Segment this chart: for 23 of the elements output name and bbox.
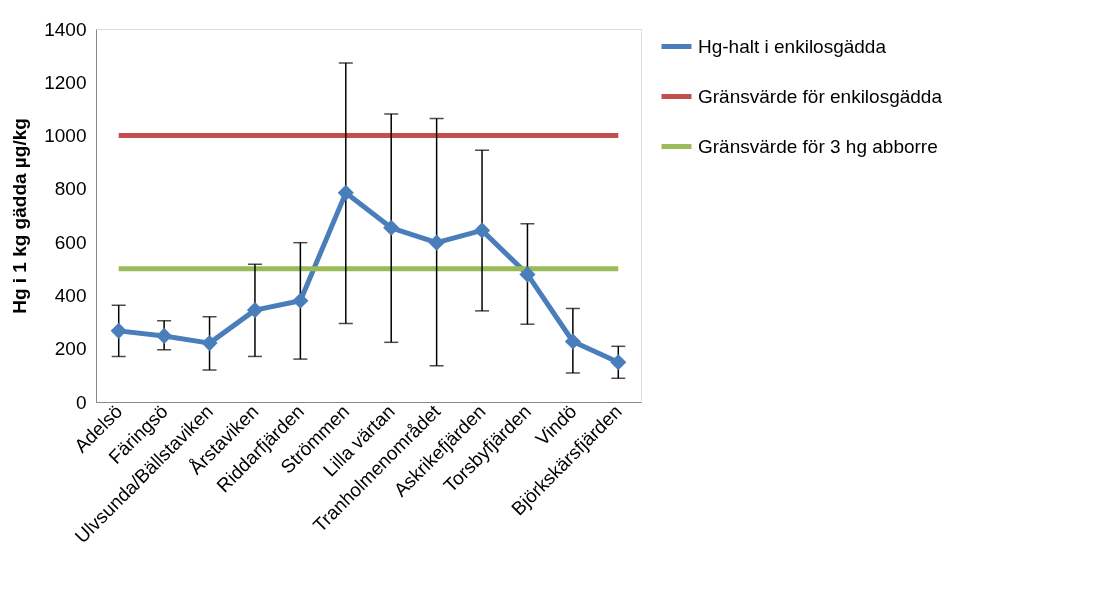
- point: [519, 266, 536, 283]
- legend-label: Gränsvärde för enkilosgädda: [698, 85, 943, 107]
- point: [156, 327, 173, 344]
- legend-label: Gränsvärde för 3 hg abborre: [698, 135, 938, 157]
- point: [564, 333, 581, 350]
- y-tick-label: 200: [54, 338, 87, 360]
- point: [246, 302, 264, 319]
- legend-label: Hg-halt i enkilosgädda: [698, 35, 887, 57]
- point: [473, 222, 491, 239]
- y-tick-label: 800: [54, 178, 87, 200]
- y-tick-label: 1200: [44, 71, 87, 93]
- point: [337, 184, 354, 201]
- point: [110, 322, 127, 339]
- y-tick-label: 400: [54, 284, 87, 306]
- y-tick-label: 1400: [44, 18, 87, 40]
- y-axis-title: Hg i 1 kg gädda µg/kg: [9, 118, 31, 314]
- point: [610, 354, 627, 371]
- point: [201, 335, 218, 352]
- point: [428, 234, 445, 251]
- point: [383, 219, 400, 236]
- y-tick-label: 600: [54, 231, 87, 253]
- point: [292, 292, 309, 309]
- y-tick-label: 1000: [44, 125, 87, 147]
